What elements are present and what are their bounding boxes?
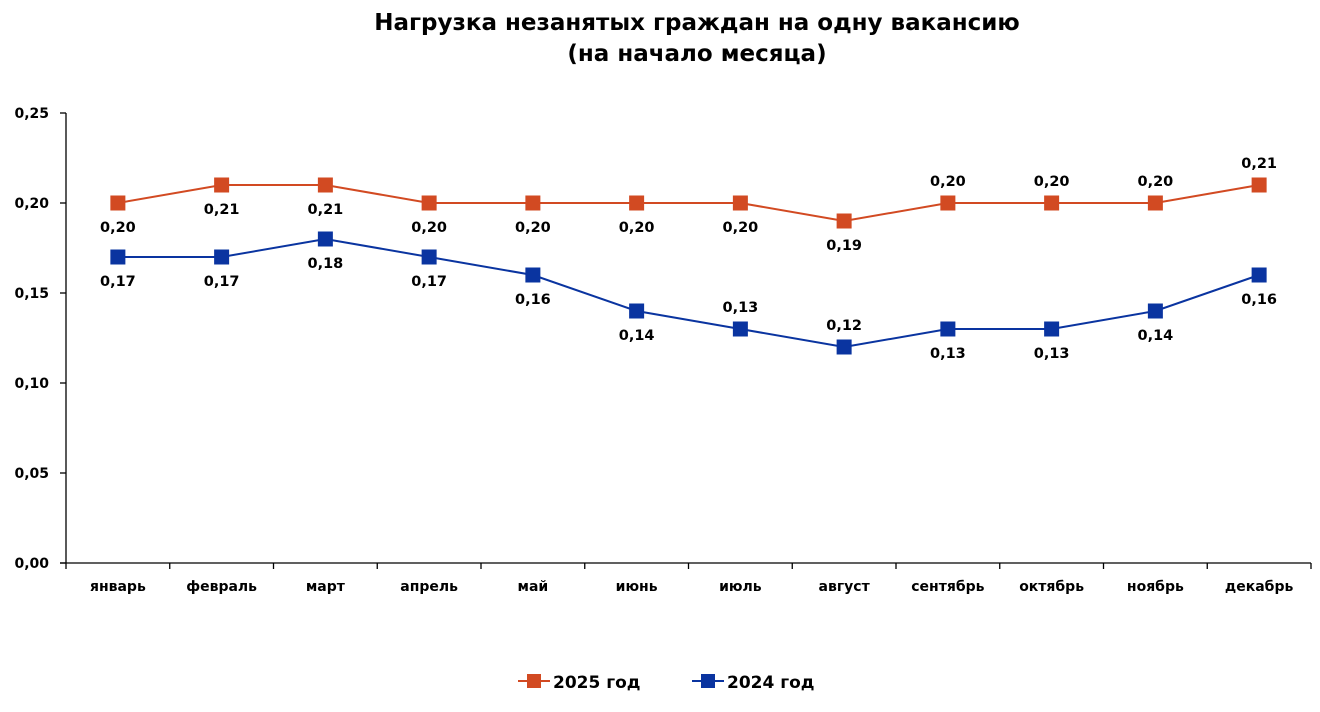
- data-label: 0,13: [930, 346, 966, 362]
- x-tick-label: июль: [719, 579, 762, 595]
- series-line-1: [117, 237, 1260, 349]
- x-tick-label: май: [518, 579, 549, 595]
- data-point: [732, 195, 748, 211]
- data-point: [836, 339, 852, 355]
- data-label: 0,17: [100, 274, 136, 290]
- x-tick-label: декабрь: [1225, 579, 1294, 595]
- chart-subtitle: (на начало месяца): [567, 41, 826, 67]
- data-point: [421, 249, 437, 265]
- data-label: 0,17: [411, 274, 447, 290]
- y-tick-label: 0,15: [14, 286, 49, 302]
- data-label: 0,20: [515, 220, 551, 236]
- x-tick-label: апрель: [400, 579, 458, 595]
- data-point: [732, 321, 748, 337]
- data-point: [317, 231, 333, 247]
- data-label: 0,20: [100, 220, 136, 236]
- legend-marker-1: [701, 674, 715, 688]
- legend-label-1: 2024 год: [727, 673, 815, 693]
- data-label: 0,14: [619, 328, 655, 344]
- axes: 0,00 0,05 0,10 0,15 0,20 0,25 январь февраль мар…: [14, 106, 1312, 595]
- legend-label-0: 2025 год: [553, 673, 641, 693]
- x-tick-label: январь: [90, 579, 146, 595]
- x-tick-label: февраль: [186, 579, 257, 595]
- data-point: [1251, 177, 1267, 193]
- data-point: [1044, 321, 1060, 337]
- data-label: 0,14: [1137, 328, 1173, 344]
- data-point: [525, 195, 541, 211]
- series-markers: [110, 177, 1267, 355]
- data-point: [421, 195, 437, 211]
- data-label: 0,20: [930, 174, 966, 190]
- data-point: [525, 267, 541, 283]
- data-label: 0,21: [204, 202, 240, 218]
- data-label: 0,16: [1241, 292, 1277, 308]
- legend: 2025 год 2024 год: [518, 673, 815, 693]
- data-label: 0,13: [1034, 346, 1070, 362]
- data-point: [110, 195, 126, 211]
- data-point: [1147, 195, 1163, 211]
- data-point: [940, 321, 956, 337]
- data-point: [317, 177, 333, 193]
- x-tick-label: март: [306, 579, 346, 595]
- data-point: [214, 249, 230, 265]
- data-point: [1044, 195, 1060, 211]
- y-tick-label: 0,10: [14, 376, 49, 392]
- x-tick-label: август: [819, 579, 871, 595]
- data-point: [629, 303, 645, 319]
- data-label: 0,20: [722, 220, 758, 236]
- y-tick-label: 0,20: [14, 196, 49, 212]
- data-label: 0,17: [204, 274, 240, 290]
- data-label: 0,20: [411, 220, 447, 236]
- data-label: 0,20: [1137, 174, 1173, 190]
- data-labels: 0,20 0,21 0,21 0,20 0,20 0,20 0,20 0,19 0,20 0,20…: [100, 156, 1277, 362]
- data-point: [940, 195, 956, 211]
- data-label: 0,21: [307, 202, 343, 218]
- data-point: [214, 177, 230, 193]
- data-label: 0,16: [515, 292, 551, 308]
- data-point: [1251, 267, 1267, 283]
- data-label: 0,13: [722, 300, 758, 316]
- chart-title: Нагрузка незанятых граждан на одну вакан…: [374, 10, 1020, 36]
- y-tick-label: 0,00: [14, 556, 49, 572]
- data-label: 0,21: [1241, 156, 1277, 172]
- y-tick-label: 0,05: [14, 466, 49, 482]
- x-tick-label: октябрь: [1019, 579, 1084, 595]
- data-label: 0,19: [826, 238, 862, 254]
- data-label: 0,12: [826, 318, 862, 334]
- series-line-0: [117, 184, 1260, 223]
- data-point: [836, 213, 852, 229]
- data-label: 0,18: [307, 256, 343, 272]
- x-tick-label: сентябрь: [911, 579, 984, 595]
- data-point: [629, 195, 645, 211]
- data-point: [110, 249, 126, 265]
- data-label: 0,20: [1034, 174, 1070, 190]
- series-lines: [117, 184, 1260, 349]
- data-point: [1147, 303, 1163, 319]
- x-tick-label: июнь: [616, 579, 658, 595]
- legend-marker-0: [527, 674, 541, 688]
- y-tick-label: 0,25: [14, 106, 49, 122]
- x-tick-label: ноябрь: [1127, 579, 1184, 595]
- data-label: 0,20: [619, 220, 655, 236]
